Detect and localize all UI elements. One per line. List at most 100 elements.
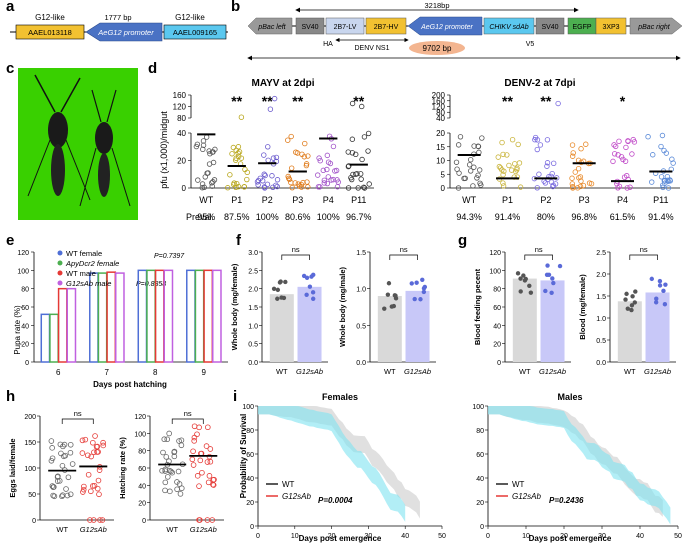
d-point — [333, 167, 340, 174]
dot — [527, 283, 532, 288]
d-point — [315, 184, 322, 190]
i-ylabel: Probability of Survival — [239, 414, 248, 498]
d-point — [662, 178, 668, 184]
d-point — [230, 144, 237, 151]
ns-label: ns — [535, 245, 543, 254]
d-lower-tick: 15 — [436, 143, 445, 152]
panel-letter-g: g — [458, 232, 468, 249]
group-label: WT — [276, 367, 288, 376]
h-point — [92, 433, 98, 439]
panel-letter-f: f — [236, 232, 241, 249]
dot — [629, 307, 634, 313]
gene-box-right — [163, 24, 227, 40]
d-group-label: WT — [199, 195, 213, 205]
promoter-arrow — [85, 22, 163, 42]
d-point — [358, 176, 364, 182]
d-point — [572, 169, 578, 175]
h-point — [164, 436, 171, 443]
d-point — [238, 155, 245, 161]
d-point — [204, 170, 210, 176]
d-point — [207, 150, 213, 157]
i-xtick: 30 — [598, 533, 606, 540]
h-ylabel: Hatching rate (%) — [118, 437, 127, 499]
h-point — [49, 483, 56, 489]
panel-a: G12-like G12-like 1777 bp AAEL013118 AeG… — [10, 13, 228, 42]
d-point — [660, 184, 666, 191]
d-point — [200, 138, 207, 144]
i-xtick: 50 — [438, 533, 446, 540]
e-ytick: 80 — [21, 287, 29, 294]
dot — [421, 286, 427, 291]
h-point — [176, 438, 182, 444]
d-prevalence: 94.3% — [456, 212, 482, 222]
d-point — [570, 185, 576, 191]
e-ytick: 60 — [21, 305, 29, 312]
d-point — [324, 152, 331, 159]
d-point — [200, 142, 207, 148]
e-bar — [163, 269, 174, 363]
d-mayv-title: MAYV at 2dpi — [252, 78, 315, 89]
h-ytick: 50 — [28, 492, 36, 499]
h-point — [62, 452, 69, 459]
e-bar — [186, 269, 196, 363]
d-point — [303, 162, 310, 169]
d-point — [610, 158, 616, 165]
d-point — [516, 160, 523, 166]
d-point — [361, 184, 367, 190]
dot — [385, 292, 391, 297]
d-point — [366, 181, 372, 187]
d-upper-tick: 40 — [436, 114, 445, 123]
d-point — [235, 153, 242, 160]
d-point — [200, 146, 206, 153]
ytick: 1.0 — [596, 316, 606, 323]
h-point — [59, 493, 65, 500]
d-point — [649, 179, 655, 185]
d-prevalence: 80.6% — [285, 212, 311, 222]
d-point — [209, 183, 215, 189]
e-day-label: 9 — [202, 368, 207, 377]
d-point — [325, 174, 331, 180]
h-ns-label: ns — [74, 409, 82, 418]
d-point — [555, 100, 561, 107]
d-point — [359, 156, 365, 163]
dot — [518, 289, 523, 294]
group-label: G12sAb — [296, 367, 323, 376]
d-prevalence: 96.8% — [571, 212, 597, 222]
h-point — [85, 471, 92, 478]
b-sv40-a: SV40 — [301, 24, 318, 31]
dot — [521, 273, 526, 278]
d-point — [517, 184, 524, 190]
d-upper-tick: 120 — [432, 103, 446, 112]
h-point — [210, 482, 217, 488]
b-ns1: DENV NS1 — [354, 45, 389, 52]
d-point — [500, 183, 507, 189]
d-point — [361, 134, 368, 140]
d-point — [264, 181, 271, 188]
dot — [271, 286, 277, 291]
h-point — [59, 463, 66, 469]
i-males-p: P=0.2436 — [549, 496, 584, 505]
dot — [625, 306, 630, 311]
dot — [551, 280, 556, 286]
panel-a-promoter: AeG12 promoter — [97, 28, 154, 37]
d-point — [355, 185, 361, 191]
d-point — [665, 185, 672, 191]
h-point — [91, 482, 98, 489]
e-bar — [114, 272, 125, 363]
d-point — [665, 178, 672, 184]
e-xlabel: Days post hatching — [93, 380, 167, 389]
dot — [421, 289, 427, 295]
i-ytick: 20 — [246, 500, 254, 507]
ytick: 0.5 — [356, 323, 366, 330]
ns-label: ns — [400, 245, 408, 254]
h-point — [79, 437, 86, 444]
e-bar — [203, 269, 214, 363]
d-point — [570, 150, 576, 156]
d-lower-tick: 40 — [177, 129, 186, 138]
dot — [657, 278, 663, 284]
i-xtick: 20 — [328, 533, 336, 540]
d-point — [500, 171, 506, 178]
e-bar — [194, 269, 205, 363]
dot — [624, 291, 629, 297]
